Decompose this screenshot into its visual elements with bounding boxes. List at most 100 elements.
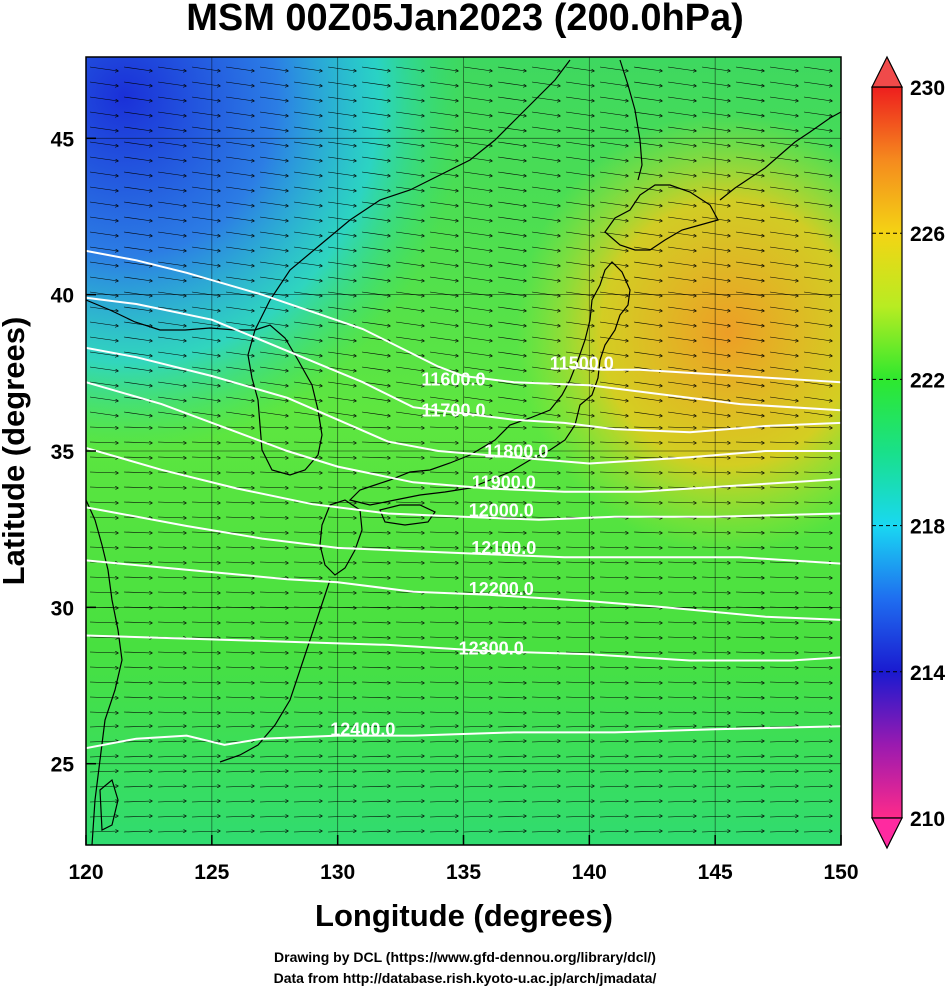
wind-arrow [395,652,424,653]
wind-arrow [361,697,390,698]
wind-arrow [531,231,560,236]
wind-arrow [667,336,696,341]
contour-label: 11500.0 [550,354,614,374]
wind-arrow [429,126,458,131]
wind-arrow [157,246,186,251]
wind-arrow [191,186,220,191]
wind-arrow [429,771,458,772]
wind-arrow [225,786,254,787]
wind-arrow [225,667,254,668]
wind-arrow [429,577,458,578]
wind-arrow [531,607,560,608]
wind-arrow [463,381,492,386]
wind-arrow [463,816,492,817]
wind-arrow [361,682,390,683]
wind-arrow [531,396,560,401]
wind-arrow [429,697,458,698]
wind-arrow [463,66,492,71]
wind-arrow [293,411,322,416]
wind-arrow [599,577,628,578]
wind-arrow [667,697,696,698]
wind-arrow [667,622,696,623]
wind-arrow [225,517,254,518]
wind-arrow [565,637,594,638]
wind-arrow [599,276,628,281]
wind-arrow [191,652,220,653]
wind-arrow [701,607,730,608]
wind-arrow [395,111,424,116]
wind-arrow [803,427,832,428]
wind-arrow [361,517,390,518]
wind-arrow [633,622,662,623]
wind-arrow [361,442,390,443]
wind-arrow [599,291,628,296]
wind-arrow [565,592,594,593]
wind-arrow [667,411,696,416]
wind-arrow [293,741,322,742]
wind-arrow [735,156,764,161]
wind-arrow [667,532,696,533]
wind-arrow [803,652,832,653]
wind-arrow [633,216,662,221]
wind-arrow [361,96,390,101]
wind-arrow [225,472,254,473]
wind-arrow [497,756,526,757]
wind-arrow [735,66,764,71]
wind-arrow [769,622,798,623]
wind-arrow [735,366,764,371]
colorbar-ticks: 230 226 222 218 214 210 [872,77,945,831]
wind-arrow [293,276,322,281]
wind-arrow [191,472,220,473]
wind-arrow [361,771,390,772]
wind-arrow [361,502,390,503]
wind-arrow [599,831,628,832]
wind-arrow [395,276,424,281]
wind-arrow [259,712,288,713]
contour-line [86,506,841,565]
wind-arrow [327,472,356,473]
wind-arrow [293,111,322,116]
wind-arrow [735,517,764,518]
y-tick-label: 35 [51,441,75,464]
contour-line [86,381,841,493]
wind-arrow [599,141,628,146]
wind-arrow [599,801,628,802]
wind-arrow [429,741,458,742]
wind-arrow [803,141,832,146]
wind-arrow [327,156,356,161]
wind-arrow [531,411,560,416]
wind-arrow [293,246,322,251]
coastline-kurils [719,111,841,201]
wind-arrow [259,771,288,772]
wind-arrow [803,306,832,311]
wind-arrow [497,816,526,817]
wind-arrow [429,532,458,533]
wind-arrow [667,637,696,638]
wind-arrow [531,291,560,296]
wind-arrow [191,682,220,683]
wind-arrow [225,306,254,311]
wind-arrow [361,231,390,236]
wind-arrow [531,712,560,713]
wind-arrow [531,547,560,548]
wind-arrow [701,351,730,356]
wind-arrow [327,637,356,638]
wind-arrow [225,637,254,638]
wind-arrow [701,81,730,86]
wind-arrow [667,712,696,713]
wind-arrow [395,141,424,146]
wind-arrow [667,786,696,787]
wind-arrow [667,442,696,443]
wind-arrow [701,472,730,473]
wind-arrow [89,667,118,668]
wind-arrow [769,816,798,817]
wind-arrow [769,562,798,563]
wind-arrow [463,276,492,281]
wind-arrow [633,321,662,326]
wind-arrow [191,726,220,727]
wind-arrow [463,186,492,191]
wind-arrow [259,457,288,458]
wind-arrow [667,126,696,131]
wind-arrow [429,622,458,623]
wind-arrow [497,667,526,668]
